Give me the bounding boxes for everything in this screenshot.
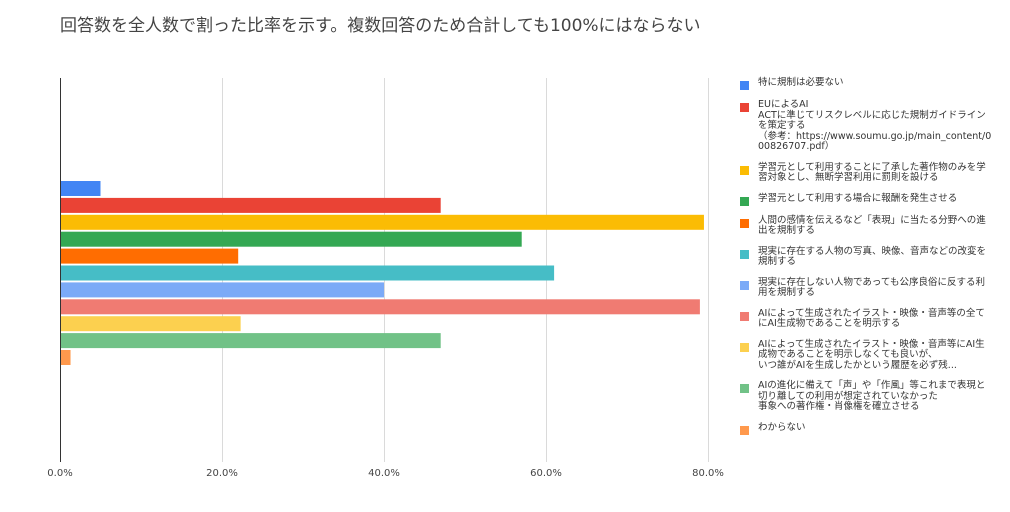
bar	[61, 265, 555, 281]
legend-item: わからない	[740, 421, 994, 435]
bar	[61, 248, 239, 264]
legend-swatch	[740, 425, 749, 435]
bar	[61, 181, 101, 196]
legend-item: AIによって生成されたイラスト・映像・音声等の全てにAI生成物であることを明示す…	[740, 307, 994, 330]
legend-item: AIの進化に備えて「声」や「作風」等これまで表現と切り離しての利用が想定されてい…	[740, 380, 994, 413]
bar	[61, 316, 241, 332]
legend: 特に規制は必要ない EUによるAI ACTに準じてリスクレベルに応じた規制ガイドラ…	[740, 77, 994, 445]
legend-label: AIの進化に備えて「声」や「作風」等これまで表現と切り離しての利用が想定されてい…	[758, 380, 986, 412]
legend-item: 現実に存在しない人物であっても公序良俗に反する利用を規制する	[740, 276, 994, 299]
legend-label: EUによるAI ACTに準じてリスクレベルに応じた規制ガイドラインを策定する （…	[758, 99, 992, 152]
legend-swatch	[740, 218, 749, 228]
legend-swatch	[740, 249, 749, 259]
bar	[61, 333, 441, 349]
legend-swatch	[740, 103, 749, 112]
legend-swatch	[740, 311, 749, 321]
legend-swatch	[740, 342, 749, 352]
legend-item: 特に規制は必要ない	[740, 77, 994, 90]
legend-label: 人間の感情を伝えるなど「表現」に当たる分野への進出を規制する	[758, 214, 986, 236]
x-tick-label: 60.0%	[530, 468, 562, 479]
bar	[61, 299, 700, 315]
legend-item: AIによって生成されたイラスト・映像・音声等にAI生成物であることを明示しなくて…	[740, 338, 994, 372]
bar	[61, 214, 704, 230]
legend-item: EUによるAI ACTに準じてリスクレベルに応じた規制ガイドラインを策定する （…	[740, 99, 994, 153]
legend-item: 学習元として利用する場合に報酬を発生させる	[740, 192, 994, 206]
legend-label: AIによって生成されたイラスト・映像・音声等の全てにAI生成物であることを明示す…	[758, 307, 985, 329]
legend-swatch	[740, 165, 749, 175]
legend-label: 学習元として利用することに了承した著作物のみを学習対象とし、無断学習利用に罰則を…	[758, 161, 986, 183]
x-tick-label: 80.0%	[692, 468, 724, 479]
legend-item: 人間の感情を伝えるなど「表現」に当たる分野への進出を規制する	[740, 214, 994, 237]
legend-label: 学習元として利用する場合に報酬を発生させる	[758, 192, 958, 204]
x-tick-label: 40.0%	[368, 468, 400, 479]
legend-item: 学習元として利用することに了承した著作物のみを学習対象とし、無断学習利用に罰則を…	[740, 161, 994, 184]
bars	[61, 181, 704, 365]
legend-swatch	[740, 280, 749, 290]
legend-label: AIによって生成されたイラスト・映像・音声等にAI生成物であることを明示しなくて…	[758, 338, 985, 371]
legend-label: 現実に存在しない人物であっても公序良俗に反する利用を規制する	[758, 276, 985, 298]
legend-label: 現実に存在する人物の写真、映像、音声などの改変を規制する	[758, 245, 987, 267]
legend-swatch	[740, 196, 749, 206]
legend-label: わからない	[758, 421, 806, 433]
legend-label: 特に規制は必要ない	[758, 77, 844, 88]
bar	[61, 282, 384, 298]
legend-swatch	[740, 384, 749, 393]
x-tick-label: 20.0%	[206, 468, 238, 479]
x-tick-label: 0.0%	[47, 468, 72, 479]
bar	[61, 350, 71, 365]
bar	[61, 231, 522, 247]
bar	[61, 197, 441, 213]
legend-item: 現実に存在する人物の写真、映像、音声などの改変を規制する	[740, 245, 994, 268]
x-tick-labels: 0.0% 20.0% 40.0% 60.0% 80.0%	[47, 468, 724, 479]
legend-swatch	[740, 81, 749, 90]
chart-title: 回答数を全人数で割った比率を示す。複数回答のため合計しても100%にはならない	[60, 16, 701, 36]
